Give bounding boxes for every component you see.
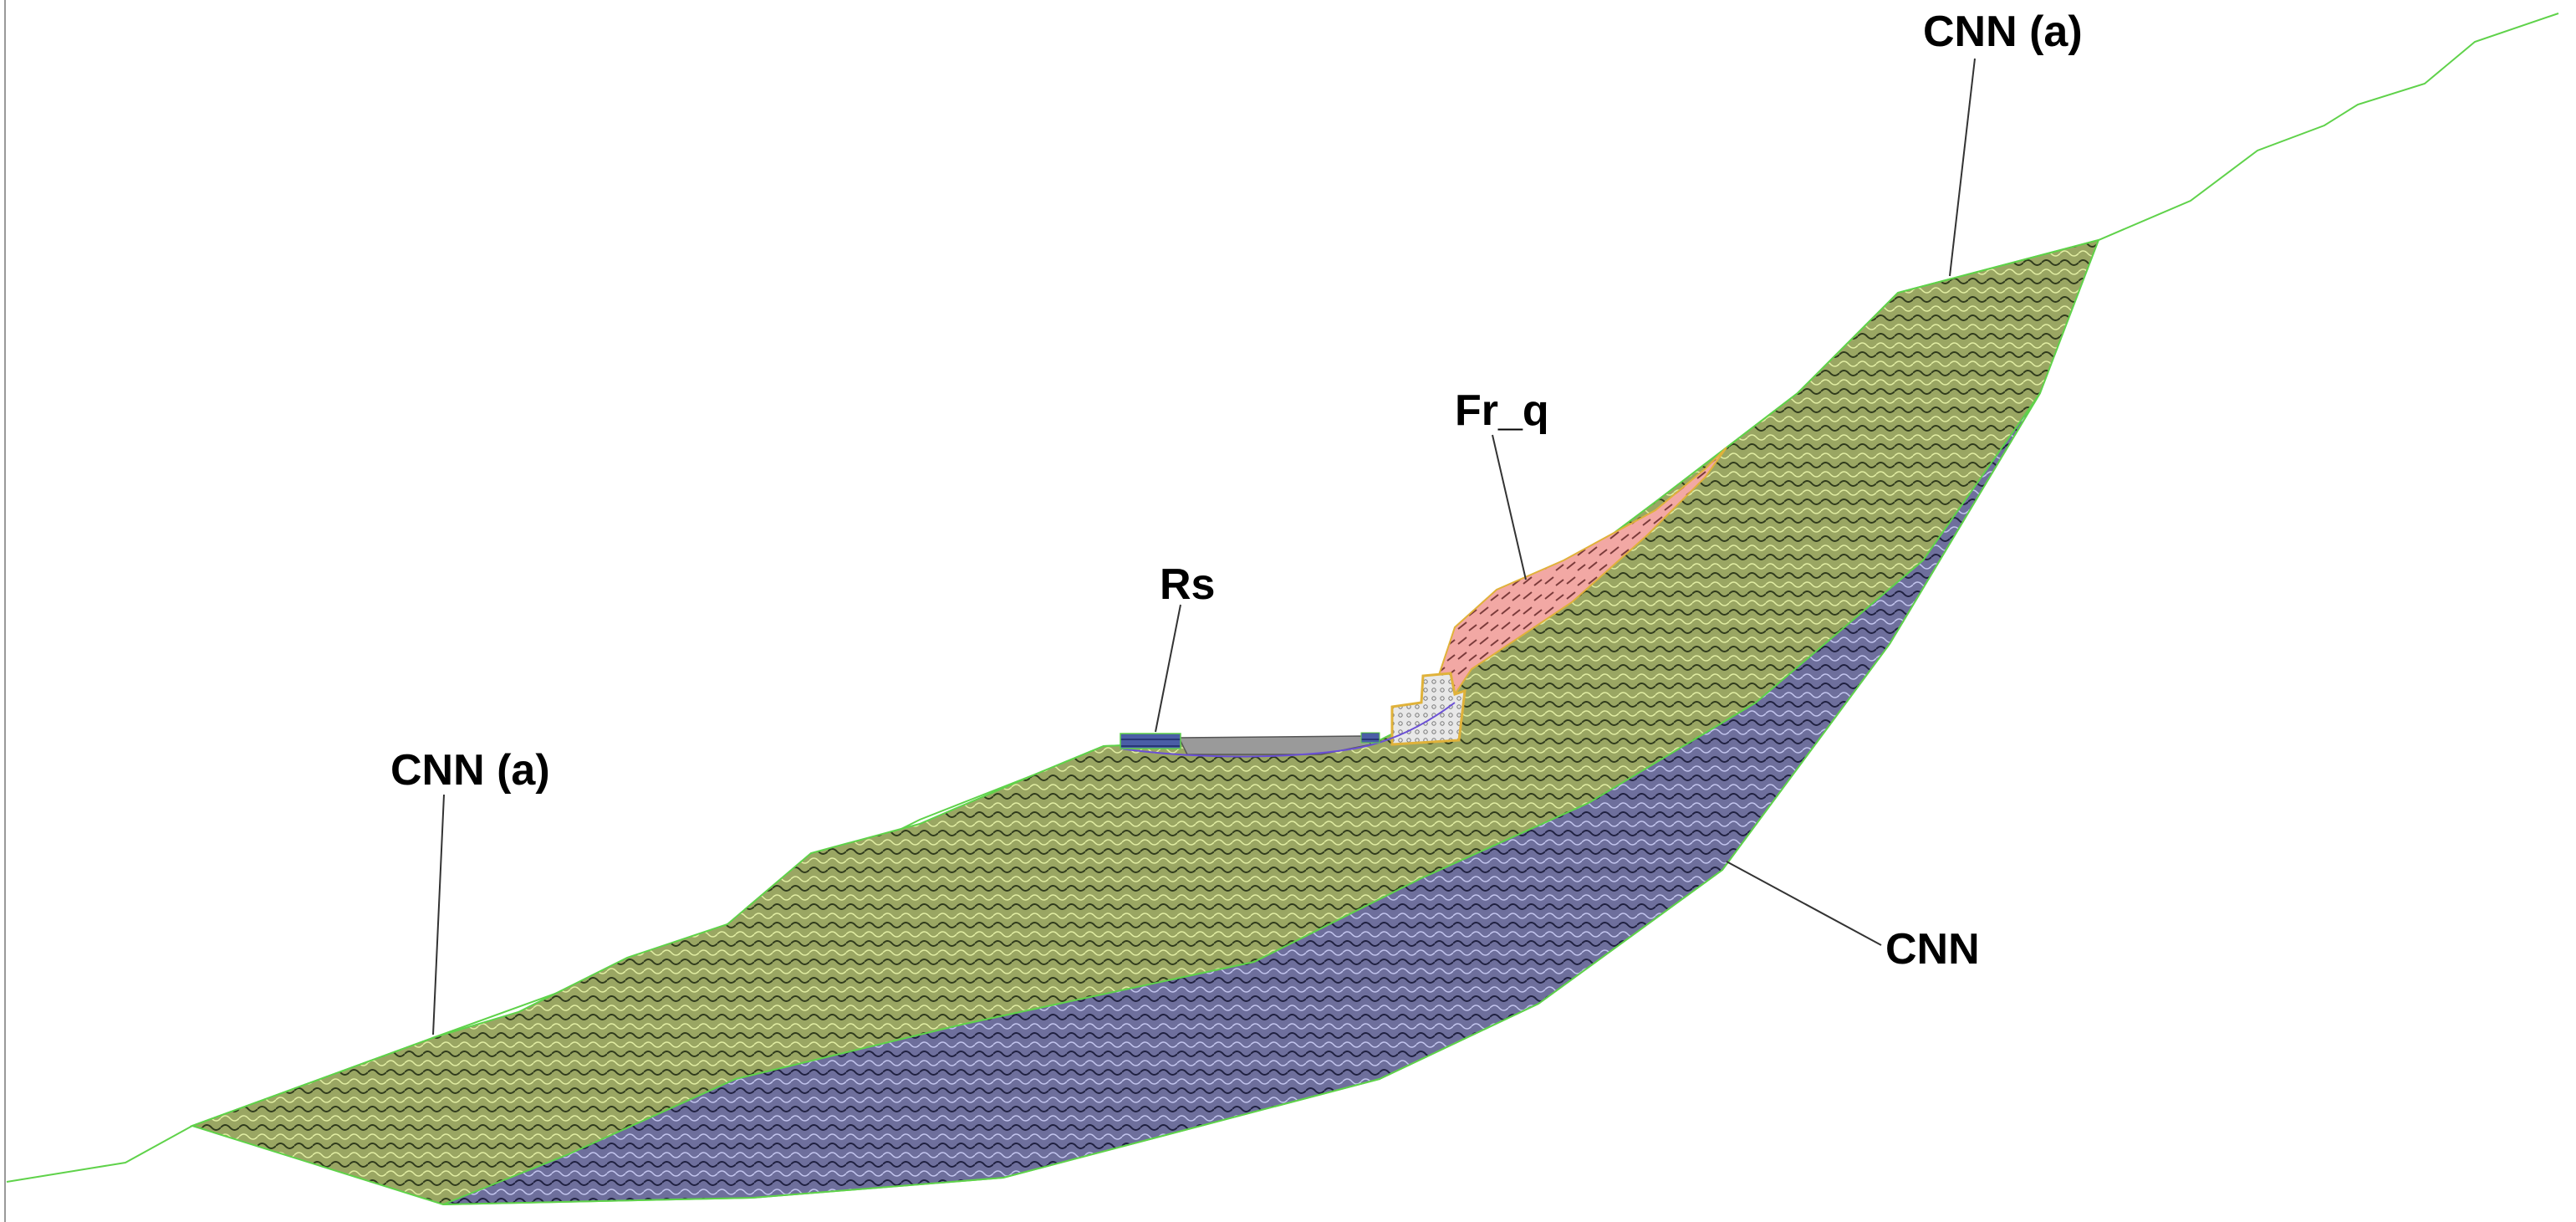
cnn-layer — [442, 392, 2041, 1205]
slip-surface-line — [1120, 702, 1456, 758]
label-cnn: CNN — [1885, 925, 1980, 974]
rs-block-small — [1360, 732, 1380, 744]
leader-rs — [1155, 604, 1181, 733]
rs-block — [1120, 733, 1181, 749]
label-fr-q: Fr_q — [1455, 386, 1549, 435]
label-cnn-a-left: CNN (a) — [390, 746, 550, 795]
leader-cnn-a-left — [432, 794, 445, 1035]
fr-q-layer — [1436, 447, 1727, 696]
leader-cnn-a-top — [1949, 58, 1976, 277]
label-rs: Rs — [1160, 560, 1215, 609]
leader-cnn — [1726, 861, 1882, 946]
leader-fr-q — [1492, 434, 1527, 580]
retaining-structure — [1390, 672, 1467, 746]
label-cnn-a-top: CNN (a) — [1923, 8, 2083, 56]
